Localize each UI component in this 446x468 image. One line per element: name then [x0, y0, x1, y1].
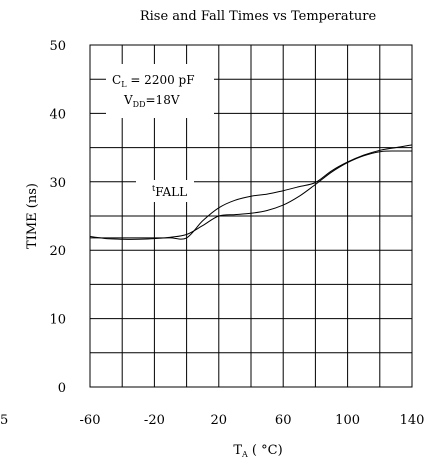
x-tick-label: 100 — [335, 413, 360, 428]
annotation-cl-rest: = 2200 pF — [127, 73, 195, 87]
chart-title: Rise and Fall Times vs Temperature — [140, 9, 377, 24]
x-axis-label-unit: ( °C) — [248, 443, 283, 458]
rise-time-curve — [89, 144, 413, 240]
y-tick-labels: 0 10 20 30 40 50 — [49, 39, 66, 396]
annotation-vdd-rest: =18V — [146, 93, 180, 107]
annotation-vdd-sub: DD — [133, 100, 146, 109]
y-axis-label: TIME (ns) — [25, 183, 40, 249]
stray-left-label: 5 — [0, 413, 8, 428]
y-tick-label: 40 — [49, 107, 66, 122]
x-tick-label: -20 — [144, 413, 165, 428]
x-axis-label-main: T — [233, 443, 242, 458]
annotation-box-fall — [136, 180, 194, 202]
curves — [89, 144, 413, 240]
annotation-cl-sub: L — [121, 80, 127, 89]
x-axis-label-sub: A — [241, 450, 248, 459]
annotation-box-conditions — [106, 64, 214, 118]
y-tick-label: 0 — [58, 381, 66, 396]
x-tick-label: 140 — [400, 413, 425, 428]
y-tick-label: 50 — [49, 39, 66, 54]
annotation-vdd-main: V — [123, 93, 133, 107]
annotation-vdd: VDD=18V — [123, 93, 180, 109]
x-tick-label: -60 — [80, 413, 101, 428]
x-tick-label: 60 — [275, 413, 292, 428]
x-tick-label: 20 — [211, 413, 228, 428]
plot-grid — [90, 45, 412, 387]
plot-frame — [89, 44, 413, 388]
y-tick-label: 30 — [49, 176, 66, 191]
y-tick-label: 10 — [49, 313, 66, 328]
annotation-fall-sub: t — [152, 184, 156, 193]
x-axis-label: TA ( °C) — [233, 443, 282, 459]
annotation-cl: CL = 2200 pF — [112, 73, 195, 89]
fall-time-curve — [89, 150, 413, 240]
annotation-fall: tFALL — [152, 184, 187, 199]
x-tick-labels: -60 -20 20 60 100 140 — [80, 413, 425, 428]
y-tick-label: 20 — [49, 244, 66, 259]
annotation-fall-rest: FALL — [155, 185, 187, 199]
annotation-cl-main: C — [112, 73, 121, 87]
